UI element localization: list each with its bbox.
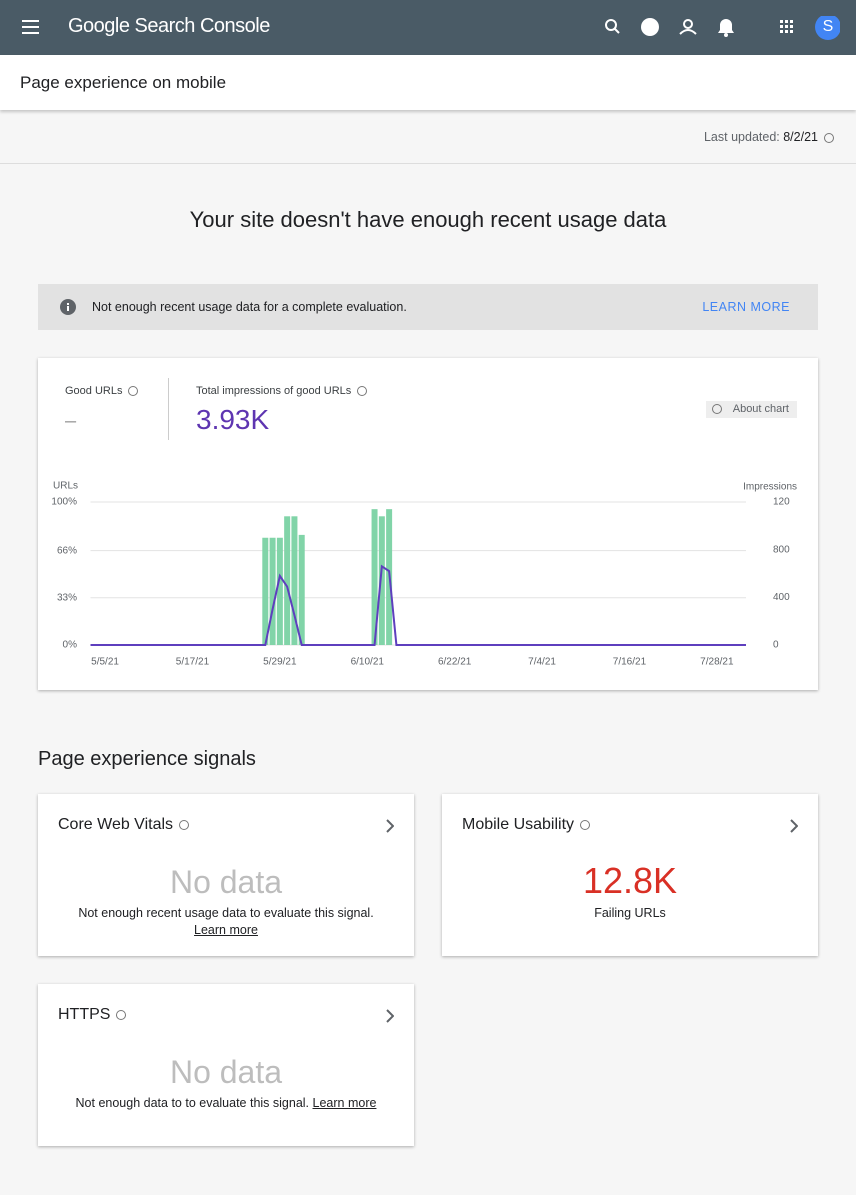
line [90, 564, 746, 646]
help-icon[interactable] [824, 132, 834, 143]
y2-tick-label: 0 [773, 640, 779, 651]
card-value: 12.8K [582, 860, 678, 901]
bar [284, 516, 291, 645]
bar [378, 516, 385, 645]
last-updated-label: Last updated: [703, 130, 780, 144]
product-name[interactable]: Google Search Console [68, 15, 270, 37]
header-icons [605, 16, 840, 40]
y2-tick-label: 400 [773, 592, 790, 603]
label: HTTPS [58, 1006, 111, 1023]
label: Core Web Vitals [58, 816, 174, 833]
card-note: Failing URLs [594, 906, 666, 920]
y-tick-label: 0% [63, 640, 78, 651]
label: Total impressions of good URLs [196, 385, 352, 397]
chevron [386, 1009, 394, 1023]
label: Good URLs [65, 385, 123, 397]
help-icon[interactable] [179, 819, 190, 830]
help-icon[interactable] [116, 1009, 127, 1020]
banner-text: Not enough recent usage data for a compl… [92, 300, 407, 314]
x-tick-label: 6/22/21 [438, 657, 472, 668]
y-tick-label: 100% [51, 497, 77, 508]
bar [269, 537, 276, 645]
info-icon [60, 299, 76, 315]
y-tick-label: 33% [57, 592, 77, 603]
page-title: Page experience on mobile [20, 73, 227, 92]
last-updated: Last updated: 8/2/21 [704, 130, 834, 144]
x-tick-label: 5/29/21 [263, 657, 297, 668]
x-tick-label: 6/10/21 [351, 657, 385, 668]
learn-more-button[interactable]: LEARN MORE [702, 300, 790, 314]
bar [298, 534, 305, 645]
about-chart-button[interactable]: About chart [706, 401, 797, 418]
separator [168, 378, 169, 440]
x-tick-label: 5/17/21 [176, 657, 210, 668]
top-bar: Google Search Console S [0, 0, 856, 55]
y2-tick-label: 120 [773, 497, 790, 508]
signal-card[interactable]: Core Web Vitals No data Not enough recen… [38, 794, 414, 956]
signals-title: Page experience signals [38, 748, 256, 770]
learn-more-link[interactable]: Learn more [312, 1096, 377, 1110]
chart: URLs Impressions 0% 33% 66% 100% 0 400 800 120 5/5… [51, 481, 797, 668]
y-axis-label: URLs [53, 481, 78, 492]
banner: Not enough recent usage data for a compl… [38, 284, 818, 330]
note-text: Not enough data to to evaluate this sign… [75, 1096, 310, 1110]
card-value: No data [169, 1054, 283, 1090]
menu-icon[interactable] [22, 19, 40, 35]
y-tick-label: 66% [57, 545, 77, 556]
chevron [790, 819, 798, 833]
card-note: Not enough recent usage data to evaluate… [78, 906, 374, 920]
x-tick-label: 7/4/21 [528, 657, 556, 668]
help-icon[interactable] [580, 819, 591, 830]
card-title: HTTPS [58, 1006, 127, 1024]
title-bar: Page experience on mobile [0, 55, 856, 110]
divider [0, 163, 856, 164]
y2-tick-label: 800 [773, 544, 790, 555]
help-icon[interactable] [128, 386, 139, 397]
x-tick-label: 5/5/21 [91, 657, 119, 668]
x-tick-label: 7/16/21 [613, 657, 647, 668]
x-tick-label: 7/28/21 [700, 657, 734, 668]
last-updated-date: 8/2/21 [783, 130, 818, 144]
bar [262, 537, 269, 645]
bar [371, 509, 378, 645]
good-urls-label: Good URLs [65, 385, 139, 397]
chart-card: Good URLs – Total impressions of good UR… [38, 358, 818, 690]
impressions-value: 3.93K [196, 404, 270, 435]
card-value: No data [169, 864, 283, 900]
card-title: Core Web Vitals [58, 816, 190, 834]
avatar[interactable]: S [822, 18, 834, 35]
card-note: Not enough data to to evaluate this sign… [38, 1096, 414, 1110]
signal-card[interactable]: HTTPS No data Not enough data to to eval… [38, 984, 414, 1146]
card-title: Mobile Usability [462, 816, 591, 834]
signal-card[interactable]: Mobile Usability 12.8K Failing URLs [442, 794, 818, 956]
info-icon [712, 404, 722, 414]
chevron [386, 819, 394, 833]
good-urls-value: – [65, 410, 77, 432]
label: Mobile Usability [462, 816, 575, 833]
headline: Your site doesn't have enough recent usa… [189, 207, 667, 232]
bar [291, 516, 298, 645]
impressions-label: Total impressions of good URLs [196, 385, 368, 397]
learn-more-link[interactable]: Learn more [194, 923, 258, 937]
bar [276, 537, 283, 645]
y2-axis-label: Impressions [743, 482, 797, 493]
label: About chart [732, 403, 789, 415]
help-icon[interactable] [357, 386, 368, 397]
